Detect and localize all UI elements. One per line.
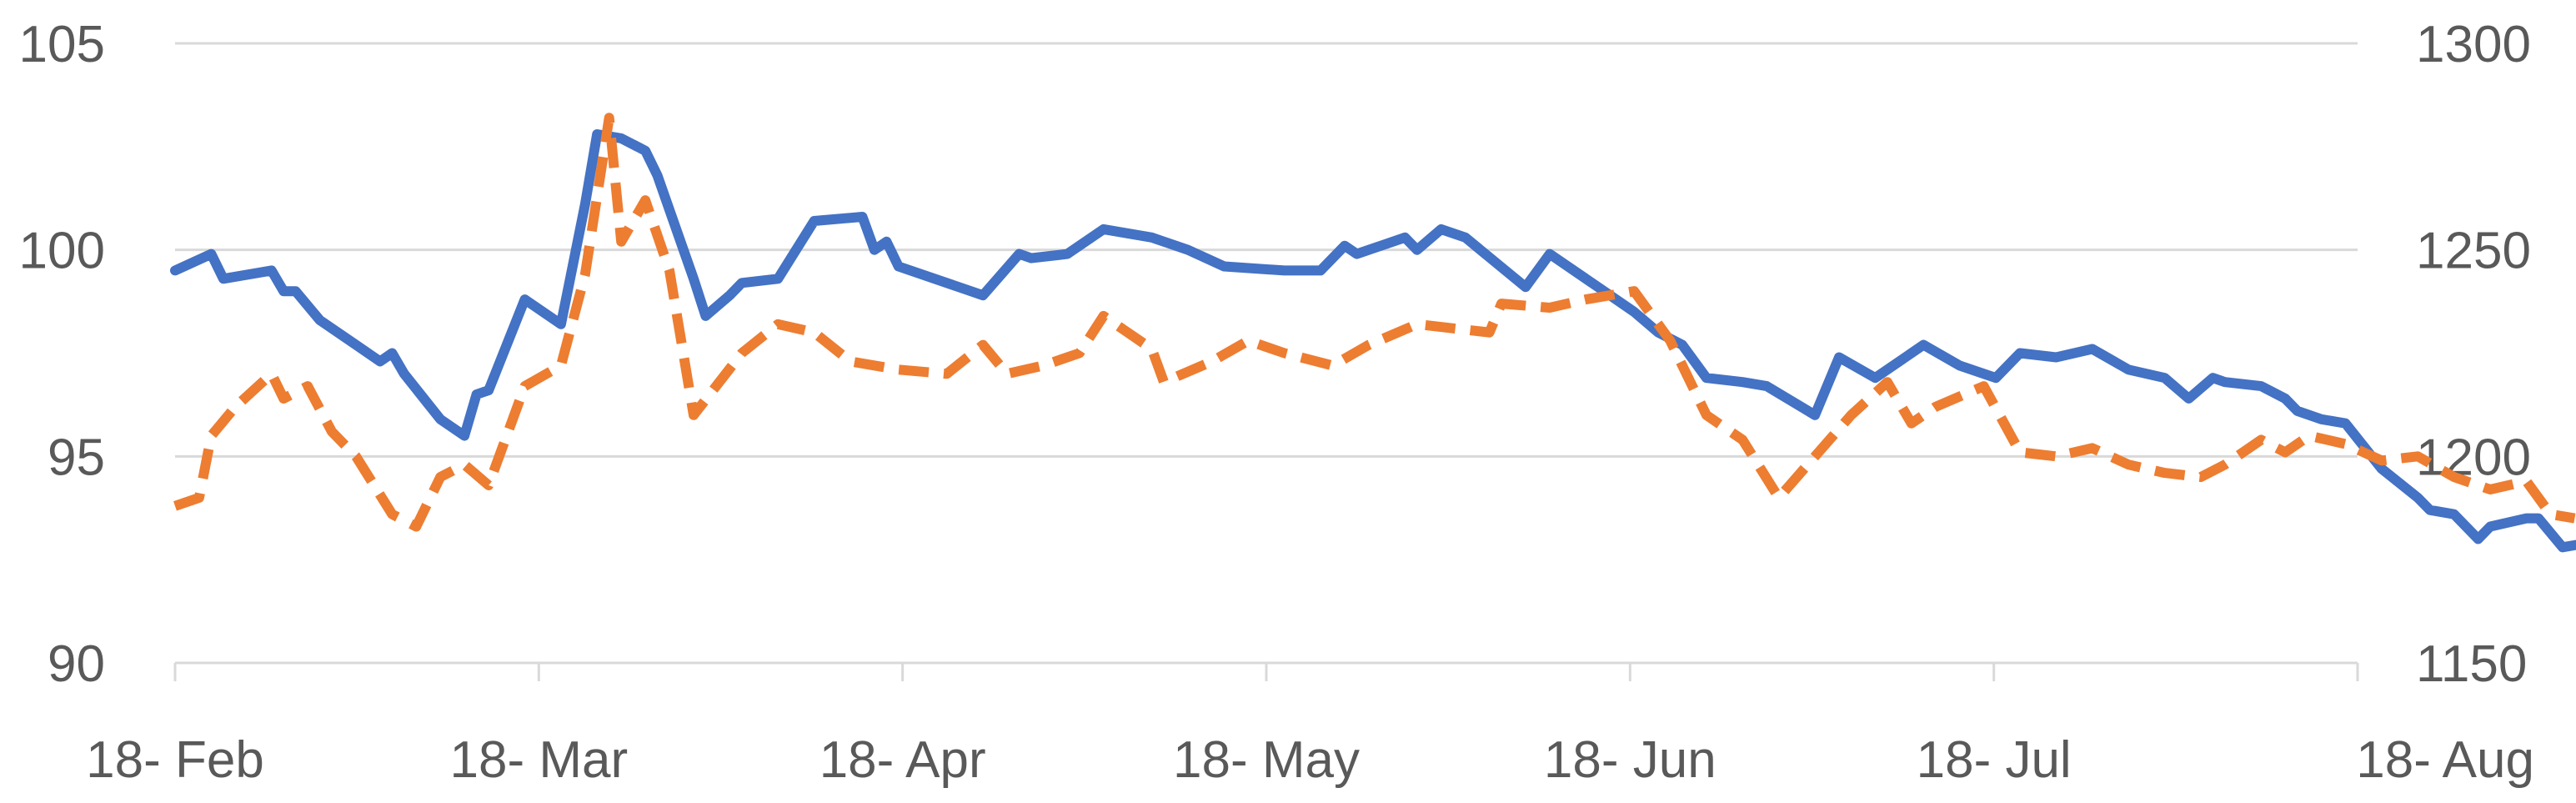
left-y-tick-label: 95 [48, 429, 105, 486]
axes [173, 661, 2359, 681]
x-tick-label: 18- Jun [1544, 731, 1716, 789]
right-y-tick-label: 1200 [2416, 429, 2531, 486]
series-line-dashed [173, 113, 2576, 532]
left-y-tick-label: 100 [19, 223, 105, 280]
x-tick-label: 18- Apr [819, 731, 986, 789]
right-y-tick-label: 1150 [2416, 635, 2527, 693]
x-tick-label: 18- Jul [1917, 731, 2072, 789]
gridlines [175, 42, 2358, 458]
x-tick-label: 18- Feb [86, 731, 264, 789]
x-tick-labels: 18- Feb 18- Mar 18- Apr 18- May 18- Jun 18- J… [86, 731, 2534, 789]
series-line-solid [170, 129, 2576, 553]
left-y-tick-label: 105 [19, 16, 105, 73]
right-y-tick-label: 1250 [2416, 223, 2531, 280]
x-tick-label: 18- Aug [2356, 731, 2534, 789]
left-y-tick-labels: 90 95 100 105 [19, 16, 105, 693]
x-tick-label: 18- May [1173, 731, 1360, 789]
x-tick-label: 18- Mar [450, 731, 629, 789]
right-y-tick-labels: 1150 1200 1250 1300 [2416, 16, 2531, 693]
left-y-tick-label: 90 [48, 635, 105, 693]
series-lines [170, 113, 2576, 553]
right-y-tick-label: 1300 [2416, 16, 2531, 73]
